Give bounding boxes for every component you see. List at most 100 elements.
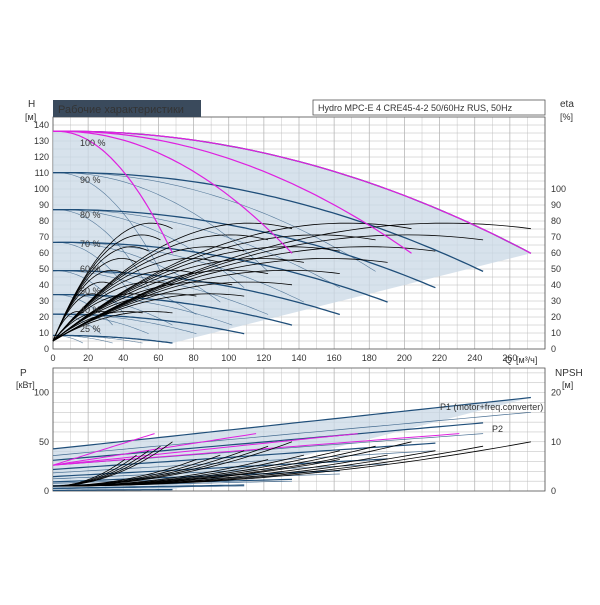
x-tick-label: 20	[83, 353, 93, 363]
eta-curve	[52, 293, 101, 342]
x-tick-label: 0	[50, 353, 55, 363]
h-tick-label: 30	[39, 296, 49, 306]
x-tick-label: 60	[153, 353, 163, 363]
speed-curve-partial	[52, 242, 305, 303]
eta-curve	[52, 258, 388, 342]
speed-curve-partial	[52, 242, 137, 303]
x-tick-label: 100	[221, 353, 236, 363]
eta-tick-label: 70	[551, 232, 561, 242]
speed-curve-partial	[53, 172, 269, 272]
p2-series-label: P2	[492, 424, 503, 434]
q-axis-unit: [м³/ч]	[516, 355, 537, 365]
speed-curve-partial	[53, 335, 143, 344]
eta-curve	[52, 269, 269, 342]
npsh-tick-label: 0	[551, 486, 556, 496]
p1-series-label: P1 (motor+freq.converter)	[440, 402, 543, 412]
h-tick-label: 140	[34, 120, 49, 130]
power-axes: 0 50 100 0 10 20	[34, 388, 561, 496]
eta-curve	[52, 293, 197, 342]
power-grid-frame	[52, 367, 546, 492]
eta-curve	[52, 311, 84, 342]
speed-curve-partial	[53, 172, 161, 272]
x-tick-label: 120	[256, 353, 271, 363]
h-tick-label: 90	[39, 200, 49, 210]
power-max-curve	[52, 433, 460, 466]
eta-curve	[52, 234, 484, 342]
npsh-curve	[53, 459, 197, 487]
h-tick-label: 10	[39, 328, 49, 338]
h-tick-label: 120	[34, 152, 49, 162]
h-axis-label: H	[28, 99, 35, 110]
eta-tick-label: 60	[551, 248, 561, 258]
eta-curve	[52, 281, 293, 342]
head-envelope	[53, 131, 531, 343]
eta-tick-label: 30	[551, 296, 561, 306]
power-envelope-area	[53, 397, 531, 491]
h-tick-label: 0	[44, 344, 49, 354]
speed-label: 40 %	[80, 305, 101, 315]
power-max-curve	[52, 433, 155, 466]
chart-text: Рабочие характеристики Hydro MPC-E 4 CRE4…	[16, 99, 583, 434]
power-max-curve	[52, 433, 358, 466]
eta-curve	[52, 234, 269, 342]
npsh-tick-label: 20	[551, 388, 561, 398]
eta-curve	[52, 246, 245, 342]
head-envelope-area	[53, 131, 531, 343]
p-axis-unit: [кВт]	[16, 380, 35, 390]
eta-curves	[52, 222, 531, 342]
eta-curve	[52, 311, 113, 342]
p1-curve	[52, 484, 245, 489]
eta-curve	[52, 293, 149, 342]
speed-curve-partial	[53, 172, 376, 272]
eta-curve	[52, 234, 376, 342]
x-tick-label: 80	[189, 353, 199, 363]
p2-curve	[52, 450, 436, 474]
eta-curve	[52, 281, 233, 342]
speed-curve-partial	[53, 294, 233, 326]
p-tick-label: 100	[34, 388, 49, 398]
p-tick-label: 50	[39, 437, 49, 447]
speed-label: 90 %	[80, 175, 101, 185]
q-axis-label: Q	[505, 355, 512, 365]
x-tick-label: 240	[467, 353, 482, 363]
eta-curve	[52, 222, 531, 342]
eta-tick-label: 50	[551, 264, 561, 274]
npsh-axis-unit: [м]	[562, 380, 573, 390]
x-tick-label: 160	[327, 353, 342, 363]
chart-title: Рабочие характеристики	[58, 104, 184, 116]
eta-tick-label: 0	[551, 344, 556, 354]
max-speed-curve-4-pumps	[52, 130, 532, 254]
subtitle-box	[312, 99, 546, 116]
npsh-axis-label: NPSH	[555, 368, 583, 379]
h-tick-label: 40	[39, 280, 49, 290]
speed-label: 80 %	[80, 210, 101, 220]
eta-curve	[52, 311, 143, 342]
eta-tick-label: 20	[551, 312, 561, 322]
speed-label: 70 %	[80, 239, 101, 249]
eta-curve	[52, 258, 304, 342]
p2-curve	[53, 489, 173, 491]
chart-subtitle: Hydro MPC-E 4 CRE45-4-2 50/60Hz RUS, 50H…	[318, 103, 513, 113]
h-tick-label: 80	[39, 216, 49, 226]
p1-curve	[52, 470, 340, 483]
npsh-curve	[53, 459, 340, 487]
speed-curve-partial	[53, 209, 340, 288]
title-background	[53, 100, 201, 117]
eta-curve	[52, 293, 245, 342]
speed-label: 25 %	[80, 324, 101, 334]
eta-curve	[52, 222, 412, 342]
eta-tick-label: 10	[551, 328, 561, 338]
max-speed-curve-3-pumps	[52, 130, 412, 254]
h-tick-label: 110	[35, 168, 49, 178]
p-tick-label: 0	[44, 486, 49, 496]
power-max-curve	[52, 433, 257, 466]
eta-curve	[52, 269, 197, 342]
power-envelope	[53, 397, 531, 491]
h-tick-label: 100	[34, 184, 49, 194]
eta-curve	[52, 246, 340, 342]
max-speed-curve-1-pumps	[52, 130, 174, 254]
npsh-curve	[53, 459, 125, 487]
h-tick-label: 70	[39, 232, 49, 242]
h-tick-label: 20	[39, 312, 49, 322]
